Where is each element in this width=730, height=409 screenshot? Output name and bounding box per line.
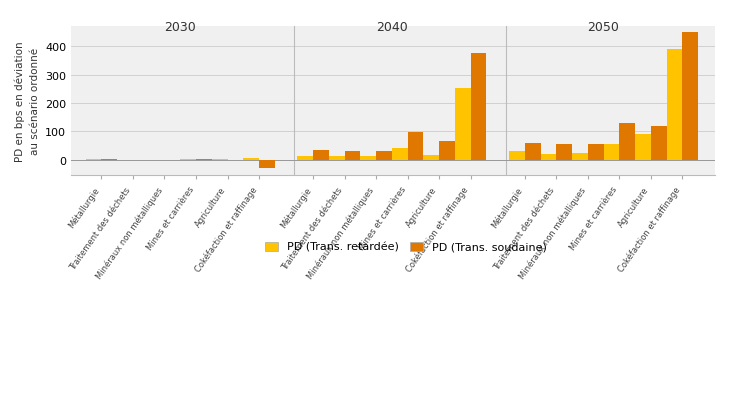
Bar <box>683 33 698 160</box>
Bar <box>423 155 439 160</box>
Bar <box>635 135 651 160</box>
Bar <box>619 124 635 160</box>
Bar <box>345 151 361 160</box>
Bar <box>328 157 345 160</box>
Bar <box>361 157 376 160</box>
Text: 2030: 2030 <box>164 21 196 34</box>
Bar <box>212 159 228 160</box>
Bar <box>556 145 572 160</box>
Bar <box>604 145 619 160</box>
Y-axis label: PD en bps en déviation
au scénario ordonné: PD en bps en déviation au scénario ordon… <box>15 41 39 162</box>
Bar <box>407 133 423 160</box>
Bar <box>313 151 329 160</box>
Legend: PD (Trans. retardée), PD (Trans. soudaine): PD (Trans. retardée), PD (Trans. soudain… <box>261 238 551 257</box>
Text: 2050: 2050 <box>588 21 620 34</box>
Bar <box>572 153 588 160</box>
Bar <box>666 50 683 160</box>
Bar <box>509 151 525 160</box>
Bar <box>297 157 313 160</box>
Bar <box>392 148 407 160</box>
Bar <box>259 160 274 169</box>
Bar <box>243 158 259 160</box>
Bar <box>651 127 666 160</box>
Bar <box>376 151 392 160</box>
Bar <box>588 145 604 160</box>
Bar <box>455 89 471 160</box>
Bar <box>439 142 455 160</box>
Bar <box>180 159 196 160</box>
Bar <box>525 144 540 160</box>
Bar <box>540 154 556 160</box>
Bar <box>471 54 486 160</box>
Text: 2040: 2040 <box>376 21 408 34</box>
